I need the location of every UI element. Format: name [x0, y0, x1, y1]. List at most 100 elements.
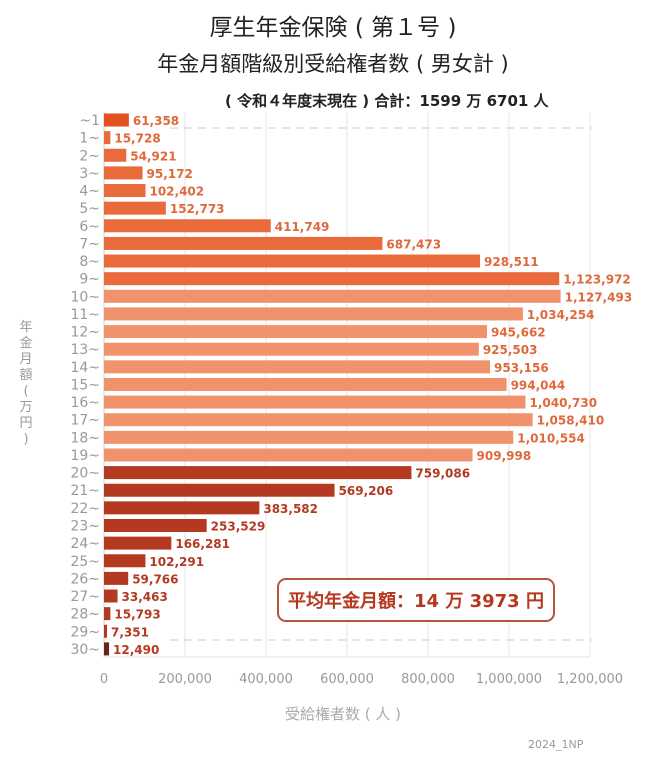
y-tick-label: 22~ — [70, 501, 100, 517]
data-label: 953,156 — [494, 361, 549, 375]
y-tick-label: 27~ — [70, 589, 100, 605]
y-tick-label: 13~ — [70, 342, 100, 358]
data-label: 909,998 — [477, 449, 532, 463]
data-label: 1,010,554 — [517, 431, 585, 445]
x-tick-label: 400,000 — [239, 672, 293, 687]
data-label: 945,662 — [491, 326, 546, 340]
data-label: 1,127,493 — [565, 290, 633, 304]
x-tick-label: 600,000 — [320, 672, 374, 687]
bar — [104, 448, 473, 462]
bar — [104, 307, 523, 321]
y-axis-label: 年金月額 ( 万円 ) — [19, 320, 33, 447]
data-label: 687,473 — [386, 237, 441, 251]
data-label: 61,358 — [133, 114, 179, 128]
data-label: 1,034,254 — [527, 308, 595, 322]
bar — [104, 131, 111, 145]
bar — [104, 589, 118, 603]
y-tick-label: 12~ — [70, 325, 100, 341]
y-tick-label: 26~ — [70, 571, 100, 587]
x-tick-label: 800,000 — [401, 672, 455, 687]
y-tick-label: 11~ — [70, 307, 100, 323]
bar — [104, 184, 146, 198]
bar — [104, 554, 146, 568]
y-tick-label: 23~ — [70, 518, 100, 534]
data-label: 15,728 — [114, 132, 160, 146]
y-tick-label: 4~ — [79, 184, 100, 200]
data-label: 166,281 — [175, 537, 230, 551]
bar — [104, 325, 487, 339]
x-tick-label: 1,200,000 — [557, 672, 623, 687]
y-tick-label: 19~ — [70, 448, 100, 464]
data-label: 102,402 — [149, 185, 204, 199]
y-tick-label: 1~ — [79, 131, 100, 147]
bar — [104, 395, 526, 409]
data-label: 994,044 — [511, 378, 566, 392]
bar — [104, 254, 481, 268]
bar — [104, 430, 514, 444]
y-tick-label: 28~ — [70, 607, 100, 623]
y-tick-label: 24~ — [70, 536, 100, 552]
average-annotation: 平均年金月額：14 万 3973 円 — [277, 578, 555, 622]
data-label: 1,123,972 — [563, 273, 631, 287]
bar — [104, 342, 479, 356]
data-label: 95,172 — [147, 167, 193, 181]
y-tick-label: 16~ — [70, 395, 100, 411]
bar — [104, 518, 207, 532]
data-label: 7,351 — [111, 625, 149, 639]
data-label: 152,773 — [170, 202, 225, 216]
chart-note: ( 令和４年度末現在 ) 合計：1599 万 6701 人 — [225, 92, 549, 110]
x-axis-label: 受給権者数 ( 人 ) — [284, 705, 401, 723]
y-tick-label: 7~ — [79, 236, 100, 252]
data-label: 12,490 — [113, 643, 159, 657]
chart-title: 厚生年金保険 ( 第１号 ) — [209, 15, 457, 41]
data-label: 759,086 — [415, 467, 470, 481]
bar — [104, 272, 560, 286]
y-tick-label: 6~ — [79, 219, 100, 235]
bar — [104, 166, 143, 180]
bar — [104, 642, 110, 656]
y-tick-label: 21~ — [70, 483, 100, 499]
y-tick-label: 25~ — [70, 554, 100, 570]
bar — [104, 113, 129, 127]
data-label: 1,040,730 — [529, 396, 597, 410]
bar — [104, 219, 271, 233]
y-tick-label: 2~ — [79, 148, 100, 164]
bar — [104, 236, 383, 250]
data-label: 59,766 — [132, 572, 178, 586]
y-tick-label: 20~ — [70, 466, 100, 482]
bar — [104, 501, 260, 515]
bar — [104, 413, 533, 427]
bar — [104, 148, 127, 162]
data-label: 33,463 — [122, 590, 168, 604]
data-label: 1,058,410 — [537, 414, 605, 428]
bar — [104, 360, 491, 374]
data-label: 102,291 — [149, 555, 204, 569]
y-tick-label: 15~ — [70, 377, 100, 393]
y-tick-label: 10~ — [70, 289, 100, 305]
y-tick-label: 14~ — [70, 360, 100, 376]
data-label: 383,582 — [263, 502, 318, 516]
data-label: 925,503 — [483, 343, 538, 357]
x-tick-label: 0 — [100, 672, 108, 687]
y-tick-label: 9~ — [79, 272, 100, 288]
bar — [104, 377, 507, 391]
y-tick-label: 30~ — [70, 642, 100, 658]
y-tick-label: ~1 — [79, 113, 100, 129]
y-tick-label: 29~ — [70, 624, 100, 640]
bar — [104, 466, 412, 480]
x-tick-label: 1,000,000 — [476, 672, 542, 687]
bar — [104, 201, 166, 215]
y-tick-label: 3~ — [79, 166, 100, 182]
data-label: 54,921 — [130, 149, 176, 163]
y-tick-label: 18~ — [70, 430, 100, 446]
y-tick-label: 8~ — [79, 254, 100, 270]
data-label: 411,749 — [275, 220, 330, 234]
credit: 2024_1NP — [528, 738, 584, 751]
bar — [104, 536, 172, 550]
y-tick-label: 5~ — [79, 201, 100, 217]
y-tick-label: 17~ — [70, 413, 100, 429]
data-label: 569,206 — [339, 484, 394, 498]
data-label: 928,511 — [484, 255, 539, 269]
